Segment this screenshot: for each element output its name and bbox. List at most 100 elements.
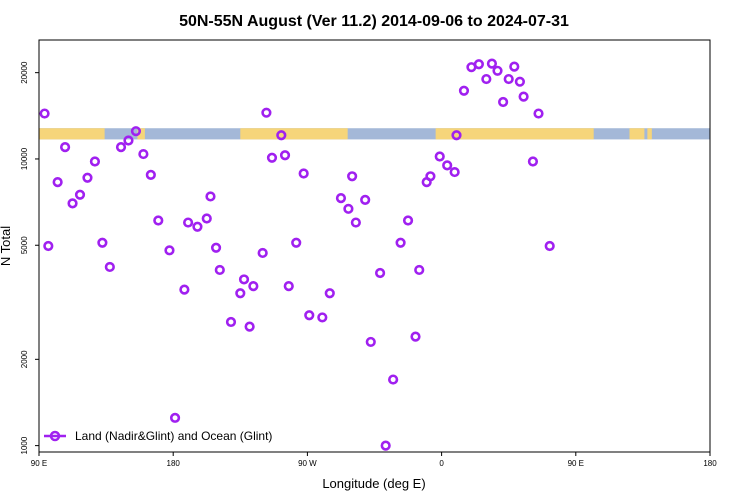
data-point [138,148,149,160]
legend-label: Land (Nadir&Glint) and Ocean (Glint) [75,429,272,443]
data-point [205,191,216,202]
land-band-segment [435,128,594,140]
data-point [257,247,268,259]
data-point [425,171,436,182]
legend-marker-icon [49,430,61,442]
x-tick-label: 180 [167,459,181,468]
data-point [164,245,175,256]
y-tick-label: 10000 [20,147,29,170]
data-point [238,274,250,285]
data-point [153,215,164,226]
data-point [518,91,529,102]
x-tick-label: 90 E [31,459,47,468]
data-point [324,288,335,299]
data-point [291,237,302,248]
data-point [43,240,54,252]
data-point [169,412,181,423]
data-point [89,156,101,167]
y-tick-label: 1000 [20,436,29,454]
data-point [533,108,544,119]
x-axis-label: Longitude (deg E) [322,476,425,491]
data-point [317,312,328,323]
data-point [39,108,50,119]
data-point [244,321,255,332]
data-point [544,240,555,252]
data-point [414,264,425,276]
data-point [104,261,115,273]
data-point [261,107,272,118]
data-point [449,166,460,178]
data-point [123,135,134,146]
data-point [279,150,291,161]
data-point [82,172,93,183]
y-tick-label: 20000 [20,61,29,84]
plot-frame [38,39,711,453]
data-point [276,130,287,141]
data-point [192,221,203,232]
data-point [183,217,194,228]
data-point [380,440,391,451]
data-point [527,156,539,167]
land-band-segment [647,128,652,140]
data-point [473,59,484,70]
x-tick-label: 180 [703,459,717,468]
data-point [514,76,525,87]
data-point [266,152,278,163]
y-tick-label: 2000 [20,350,29,368]
data-point [365,336,376,348]
data-point [442,160,453,171]
data-point [343,203,354,214]
data-point [486,58,498,69]
data-point [492,65,503,76]
legend: Land (Nadir&Glint) and Ocean (Glint) [44,429,272,443]
data-point [67,198,78,209]
data-point [350,217,361,228]
land-band-segment [39,128,105,140]
data-point [74,189,86,200]
data-point [248,281,259,292]
data-point [434,151,445,162]
data-point [59,141,71,153]
data-point [130,126,142,137]
data-point [214,264,225,276]
data-point [410,331,421,342]
x-tick-label: 0 [439,459,444,468]
data-point [374,267,386,279]
data-point [481,73,492,85]
ocean-band [39,128,710,140]
land-band-segment [629,128,645,140]
land-ocean-band [39,128,710,140]
data-point [235,288,246,299]
y-axis: 1000 2000 5000 10000 20000 [20,61,39,455]
data-point [97,237,108,248]
data-point [360,194,371,205]
chart-title: 50N-55N August (Ver 11.2) 2014-09-06 to … [179,13,569,30]
y-axis-label: N Total [0,226,13,266]
data-point [115,141,127,153]
data-point [304,310,315,321]
data-point [201,213,212,224]
y-tick-label: 5000 [20,236,29,254]
data-point [451,130,462,141]
data-point [388,374,399,385]
data-point [145,169,156,180]
data-point [225,316,237,328]
data-point [210,242,222,253]
x-tick-label: 90 E [568,459,584,468]
data-point [335,193,347,204]
data-point [458,85,470,96]
data-point [395,237,406,248]
data-point [298,168,309,179]
x-tick-label: 90 W [298,459,317,468]
data-points [39,58,555,451]
data-point [179,284,190,295]
data-point [347,171,358,182]
data-point [503,73,514,85]
land-band-segment [137,128,145,140]
data-point [283,281,294,292]
x-axis: 90 E 180 90 W 0 90 E 180 [31,452,717,468]
land-band-segment [240,128,348,140]
data-point [498,96,509,108]
data-point [402,215,414,226]
